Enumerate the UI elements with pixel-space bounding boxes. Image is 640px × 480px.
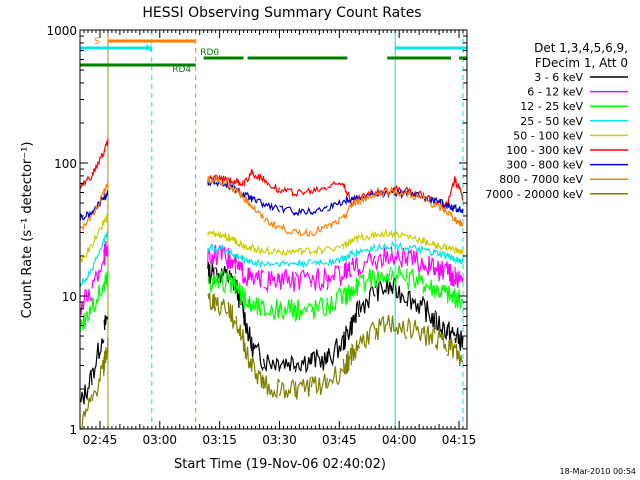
y-tick-label: 10 xyxy=(62,290,77,304)
legend-label-25-50-kev: 25 - 50 keV xyxy=(520,115,583,128)
legend-header-line-1: Det 1,3,4,5,6,9, xyxy=(534,41,628,55)
legend-label-12-25-kev: 12 - 25 keV xyxy=(520,100,583,113)
data-layer xyxy=(79,30,464,430)
series-300-800-kev xyxy=(79,177,464,222)
x-tick-label: 04:00 xyxy=(382,433,417,447)
x-tick-label: 03:00 xyxy=(142,433,177,447)
legend-label-100-300-kev: 100 - 300 keV xyxy=(506,144,583,157)
legend-header-line-2: FDecim 1, Att 0 xyxy=(535,56,628,70)
series-800-7000-kev xyxy=(79,175,464,238)
flag-label-rd0: RD0 xyxy=(200,48,219,58)
flag-label-s: S xyxy=(94,37,100,47)
legend-label-6-12-kev: 6 - 12 keV xyxy=(527,86,583,99)
footer-date: 18-Mar-2010 00:54 xyxy=(560,467,637,476)
series-12-25-kev xyxy=(79,265,464,333)
y-tick-label: 100 xyxy=(54,157,77,171)
plot-frame xyxy=(79,29,468,430)
series-25-50-kev xyxy=(79,231,464,288)
legend-label-300-800-kev: 300 - 800 keV xyxy=(506,159,583,172)
legend-label-3-6-kev: 3 - 6 keV xyxy=(534,71,583,84)
flag-bars: S N RD4 RD0 xyxy=(80,37,467,75)
axes: 1 10 100 1000 02:45 03:00 03:15 03:30 03:45 04:00… xyxy=(46,24,476,447)
series-50-100-kev xyxy=(79,213,464,263)
flag-label-n: N xyxy=(145,44,152,54)
flag-label-rd4: RD4 xyxy=(172,65,191,75)
y-tick-label: 1 xyxy=(69,423,77,437)
legend: Det 1,3,4,5,6,9, FDecim 1, Att 0 3 - 6 k… xyxy=(485,41,628,201)
x-tick-label: 03:15 xyxy=(202,433,237,447)
series-7000-20000-kev xyxy=(79,292,464,430)
x-tick-label: 03:45 xyxy=(322,433,357,447)
x-tick-label: 04:15 xyxy=(442,433,477,447)
legend-label-800-7000-kev: 800 - 7000 keV xyxy=(499,173,583,186)
series-100-300-kev xyxy=(79,138,464,211)
series-6-12-kev xyxy=(79,240,464,316)
legend-label-7000-20000-kev: 7000 - 20000 keV xyxy=(485,188,583,201)
chart-title: HESSI Observing Summary Count Rates xyxy=(142,5,421,21)
x-axis-label: Start Time (19-Nov-06 02:40:02) xyxy=(174,457,386,472)
y-tick-label: 1000 xyxy=(46,24,77,38)
y-axis-label: Count Rate (s⁻¹ detector⁻¹) xyxy=(20,142,35,319)
x-tick-label: 03:30 xyxy=(262,433,297,447)
x-tick-label: 02:45 xyxy=(83,433,118,447)
legend-label-50-100-kev: 50 - 100 keV xyxy=(513,129,583,142)
series-3-6-kev xyxy=(79,261,464,405)
